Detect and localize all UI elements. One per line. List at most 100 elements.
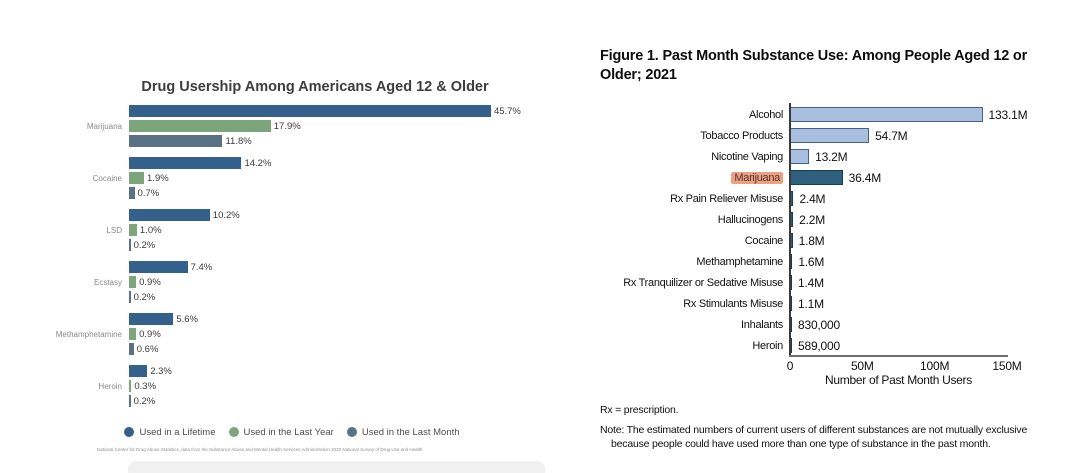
bar-row: 7.4%	[129, 261, 532, 273]
chart-group-heroin: Heroin 2.3% 0.3% 0.2%	[27, 365, 532, 407]
row-alcohol: Alcohol 133.1M	[600, 104, 1070, 125]
footnote-note-line1: Note: The estimated numbers of current u…	[600, 424, 1028, 436]
bar-wrap: 2.4M	[790, 191, 826, 206]
bar-row: 0.2%	[129, 239, 532, 251]
right-chart-x-ticks: 0 50M 100M 150M	[786, 359, 1022, 373]
category-label-hallucinogens: Hallucinogens	[717, 213, 784, 226]
value-label: 0.9%	[139, 328, 161, 340]
bar-row: 0.6%	[129, 343, 532, 355]
value-label: 17.9%	[273, 120, 301, 132]
legend-item-used-in-the-last-year: Used in the Last Year	[228, 426, 334, 438]
legend-label: Used in a Lifetime	[139, 426, 216, 438]
bar-row: 0.9%	[129, 276, 532, 288]
value-label: 2.2M	[799, 212, 826, 227]
category-label-heroin: Heroin	[98, 381, 122, 391]
left-chart-plot-area: Marijuana 45.7% 17.9% 11.8% Cocaine 14.2% 1.9%…	[27, 105, 532, 417]
bar-lsd-used-in-the-last-year	[129, 224, 137, 236]
category-label-inhalants: Inhalants	[741, 318, 783, 331]
row-hallucinogens: Hallucinogens 2.2M	[600, 209, 1070, 230]
bottom-edge-strip	[128, 461, 545, 473]
value-label: 10.2%	[212, 209, 240, 221]
bar-cocaine-used-in-the-last-month	[129, 187, 135, 199]
value-label: 13.2M	[815, 149, 848, 164]
legend-dot-icon	[228, 427, 239, 437]
bar-marijuana-used-in-the-last-month	[129, 135, 223, 147]
bar-ecstasy-used-in-a-lifetime	[129, 261, 188, 273]
value-label: 0.9%	[139, 276, 161, 288]
bars-cocaine: 14.2% 1.9% 0.7%	[129, 157, 532, 199]
bar-wrap: 1.1M	[790, 296, 824, 311]
bar-row: 14.2%	[129, 157, 532, 169]
right-chart-x-axis-line	[789, 355, 1008, 357]
value-label: 0.6%	[136, 343, 159, 355]
row-cocaine: Cocaine 1.8M	[600, 230, 1070, 251]
right-chart-title-line2: Older; 2021	[600, 67, 677, 83]
bar-row: 10.2%	[129, 209, 532, 221]
legend-item-used-in-the-last-month: Used in the Last Month	[346, 427, 460, 438]
bar-wrap: 36.4M	[790, 170, 881, 185]
value-label: 54.7M	[875, 128, 908, 143]
footnote-rx-prescription: Rx = prescription.	[600, 404, 679, 416]
bar-wrap: 1.8M	[790, 233, 825, 248]
bar-marijuana-used-in-a-lifetime	[129, 105, 491, 117]
row-rx-pain-reliever-misuse: Rx Pain Reliever Misuse 2.4M	[600, 188, 1070, 209]
bar-row: 11.8%	[129, 135, 532, 147]
category-label-rx-tranquilizer-or-sedative-misuse: Rx Tranquilizer or Sedative Misuse	[623, 276, 783, 289]
value-label: 1.0%	[139, 224, 162, 236]
right-chart-title: Figure 1. Past Month Substance Use: Amon…	[600, 47, 1060, 85]
bar-lsd-used-in-a-lifetime	[129, 209, 210, 221]
value-label: 1.9%	[147, 172, 169, 184]
value-label: 5.6%	[176, 313, 198, 325]
category-label-heroin: Heroin	[752, 339, 783, 352]
x-tick-0: 0	[786, 359, 794, 373]
value-label: 133.1M	[988, 107, 1028, 122]
bar-row: 0.7%	[129, 187, 532, 199]
row-inhalants: Inhalants 830,000	[600, 314, 1070, 335]
legend-dot-icon	[124, 427, 135, 437]
value-label: 0.2%	[133, 395, 156, 407]
legend-label: Used in the Last Year	[243, 426, 334, 438]
highlighted-category-label: Marijuana	[731, 171, 783, 184]
value-label: 0.3%	[134, 380, 157, 392]
bar-wrap: 13.2M	[790, 149, 848, 164]
bar-marijuana	[790, 170, 843, 185]
value-label: 2.4M	[799, 191, 826, 206]
value-label: 830,000	[798, 317, 840, 332]
bar-wrap: 2.2M	[790, 212, 825, 227]
category-label-methamphetamine: Methamphetamine	[55, 329, 122, 339]
row-nicotine-vaping: Nicotine Vaping 13.2M	[600, 146, 1070, 167]
bar-ecstasy-used-in-the-last-month	[129, 291, 131, 303]
category-label-marijuana: Marijuana	[86, 121, 122, 131]
value-label: 0.2%	[133, 291, 156, 303]
bar-row: 0.3%	[129, 380, 532, 392]
bar-row: 0.2%	[129, 291, 532, 303]
bar-cocaine-used-in-a-lifetime	[129, 157, 242, 169]
category-label-alcohol: Alcohol	[749, 108, 783, 121]
bars-ecstasy: 7.4% 0.9% 0.2%	[129, 261, 532, 303]
right-chart-plot-area: Alcohol 133.1M Tobacco Products 54.7M Nicoti…	[600, 104, 1070, 356]
bars-lsd: 10.2% 1.0% 0.2%	[129, 209, 532, 251]
bar-marijuana-used-in-the-last-year	[129, 120, 271, 132]
legend-dot-icon	[346, 427, 357, 437]
bar-wrap: 589,000	[790, 338, 840, 353]
bar-row: 45.7%	[129, 105, 532, 117]
value-label: 14.2%	[244, 157, 272, 169]
value-label: 1.8M	[798, 233, 825, 248]
legend-item-used-in-a-lifetime: Used in a Lifetime	[124, 426, 216, 438]
bar-methamphetamine-used-in-the-last-month	[129, 343, 134, 355]
bar-row: 5.6%	[129, 313, 532, 325]
bar-wrap: 133.1M	[790, 107, 1028, 122]
right-chart-title-line1: Figure 1. Past Month Substance Use: Amon…	[600, 48, 1028, 64]
bar-tobacco-products	[790, 128, 870, 143]
value-label: 0.7%	[137, 187, 160, 199]
category-label-rx-pain-reliever-misuse: Rx Pain Reliever Misuse	[670, 192, 783, 205]
row-tobacco-products: Tobacco Products 54.7M	[600, 125, 1070, 146]
bar-lsd-used-in-the-last-month	[129, 239, 131, 251]
bar-row: 1.0%	[129, 224, 532, 236]
bar-heroin-used-in-the-last-month	[129, 395, 131, 407]
category-label-tobacco-products: Tobacco Products	[700, 129, 783, 142]
value-label: 589,000	[798, 338, 840, 353]
bars-marijuana: 45.7% 17.9% 11.8%	[129, 105, 532, 147]
bar-wrap: 54.7M	[790, 128, 908, 143]
category-label-lsd: LSD	[106, 225, 122, 235]
